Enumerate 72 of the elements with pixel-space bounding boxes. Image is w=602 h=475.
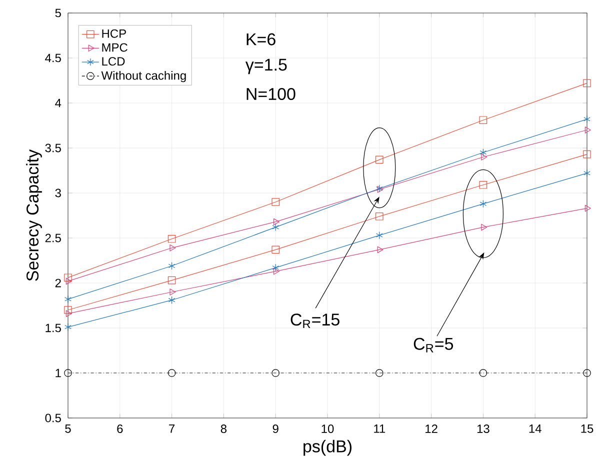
- y-tick-label: 2: [55, 278, 61, 288]
- point: [272, 264, 280, 272]
- point: [272, 198, 280, 206]
- y-tick-label: 3.5: [45, 144, 61, 152]
- point: [376, 156, 384, 164]
- annotation: K=6: [246, 33, 276, 46]
- x-tick-label: 8: [220, 424, 227, 434]
- point: [583, 79, 591, 88]
- point: [64, 369, 72, 377]
- legend-label: MPC: [102, 43, 128, 52]
- point: [479, 181, 488, 189]
- point: [64, 323, 72, 331]
- point: [168, 276, 176, 284]
- point: [170, 288, 176, 296]
- legend-label: Without caching: [101, 70, 186, 82]
- point: [66, 278, 72, 285]
- annotation: γ=1.5: [245, 58, 287, 74]
- point: [376, 231, 383, 240]
- x-tick-label: 14: [529, 424, 542, 433]
- annotation: C$_{R}$=5: [414, 338, 454, 352]
- point: [583, 150, 591, 158]
- point: [584, 126, 591, 134]
- point: [584, 204, 591, 212]
- point: [274, 268, 280, 275]
- point: [480, 148, 487, 156]
- y-tick-label: 1.5: [46, 324, 61, 332]
- point: [583, 369, 591, 377]
- y-tick-label: 0.5: [45, 414, 61, 422]
- point: [274, 218, 280, 226]
- y-axis-title: Secrecy Capacity: [26, 149, 42, 281]
- point: [481, 154, 488, 160]
- point: [272, 369, 280, 377]
- x-tick-label: 15: [581, 424, 594, 433]
- legend-label: LCD: [102, 57, 125, 66]
- point: [66, 310, 72, 318]
- point: [584, 169, 590, 178]
- point: [376, 212, 384, 220]
- point: [168, 296, 176, 304]
- point: [170, 244, 176, 252]
- annotation: C$_{R}$=15: [290, 314, 340, 328]
- y-tick-label: 4: [55, 98, 62, 108]
- y-tick-label: 4.5: [45, 54, 61, 62]
- x-tick-label: 5: [65, 424, 71, 433]
- point: [168, 235, 176, 243]
- point: [272, 223, 280, 232]
- point: [64, 306, 72, 314]
- point: [64, 295, 72, 304]
- annotation: N=100: [246, 88, 296, 100]
- point: [584, 115, 590, 124]
- point: [479, 369, 488, 377]
- point: [168, 369, 176, 377]
- point: [168, 262, 176, 270]
- point: [479, 116, 488, 124]
- point: [64, 274, 72, 282]
- y-tick-label: 3: [55, 188, 61, 198]
- point: [377, 246, 384, 254]
- y-tick-label: 2.5: [45, 234, 61, 242]
- y-tick-label: 1: [56, 368, 61, 378]
- point: [481, 224, 488, 231]
- x-tick-label: 11: [374, 424, 386, 433]
- x-tick-label: 10: [322, 424, 334, 434]
- x-tick-label: 7: [169, 424, 175, 433]
- point: [480, 200, 487, 208]
- x-tick-label: 9: [272, 424, 278, 434]
- x-tick-label: 13: [477, 424, 490, 434]
- x-tick-label: 6: [117, 424, 123, 434]
- x-axis-title: ps(dB): [304, 440, 352, 456]
- legend-label: HCP: [102, 29, 126, 38]
- point: [272, 246, 280, 254]
- y-tick-label: 5: [55, 8, 61, 18]
- point: [376, 369, 384, 377]
- x-tick-label: 12: [426, 424, 438, 433]
